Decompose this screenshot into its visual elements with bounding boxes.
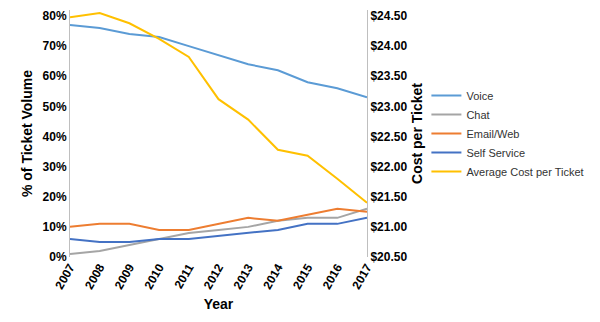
svg-text:60%: 60% xyxy=(43,69,67,83)
svg-text:2007: 2007 xyxy=(52,261,78,291)
svg-text:30%: 30% xyxy=(43,160,67,174)
svg-text:80%: 80% xyxy=(43,9,67,23)
svg-text:Email/Web: Email/Web xyxy=(466,128,519,140)
svg-text:2009: 2009 xyxy=(112,261,138,291)
svg-text:0%: 0% xyxy=(49,250,67,264)
svg-text:70%: 70% xyxy=(43,39,67,53)
svg-text:2011: 2011 xyxy=(171,261,196,291)
svg-text:$22.00: $22.00 xyxy=(370,160,407,174)
svg-text:2016: 2016 xyxy=(320,261,346,291)
svg-text:2008: 2008 xyxy=(82,261,108,291)
svg-text:$22.50: $22.50 xyxy=(370,130,407,144)
svg-text:40%: 40% xyxy=(43,130,67,144)
svg-text:10%: 10% xyxy=(43,220,67,234)
svg-text:Self Service: Self Service xyxy=(466,147,525,159)
svg-text:Chat: Chat xyxy=(466,109,489,121)
svg-text:20%: 20% xyxy=(43,190,67,204)
svg-text:2015: 2015 xyxy=(290,261,316,291)
svg-text:Average Cost per Ticket: Average Cost per Ticket xyxy=(466,166,583,178)
svg-text:$23.50: $23.50 xyxy=(370,69,407,83)
svg-text:50%: 50% xyxy=(43,100,67,114)
svg-text:Year: Year xyxy=(204,296,234,312)
svg-text:2013: 2013 xyxy=(231,261,257,291)
svg-text:2017: 2017 xyxy=(349,261,375,291)
svg-text:2010: 2010 xyxy=(141,261,167,291)
svg-text:$24.00: $24.00 xyxy=(370,39,407,53)
svg-text:$21.50: $21.50 xyxy=(370,190,407,204)
svg-text:$24.50: $24.50 xyxy=(370,9,407,23)
svg-text:2012: 2012 xyxy=(201,261,227,291)
svg-text:Voice: Voice xyxy=(466,90,493,102)
svg-text:$20.50: $20.50 xyxy=(370,250,407,264)
svg-text:$21.00: $21.00 xyxy=(370,220,407,234)
svg-text:2014: 2014 xyxy=(260,261,286,291)
svg-text:Cost per Ticket: Cost per Ticket xyxy=(409,83,425,184)
svg-text:$23.00: $23.00 xyxy=(370,100,407,114)
svg-text:% of Ticket Volume: % of Ticket Volume xyxy=(19,70,35,197)
